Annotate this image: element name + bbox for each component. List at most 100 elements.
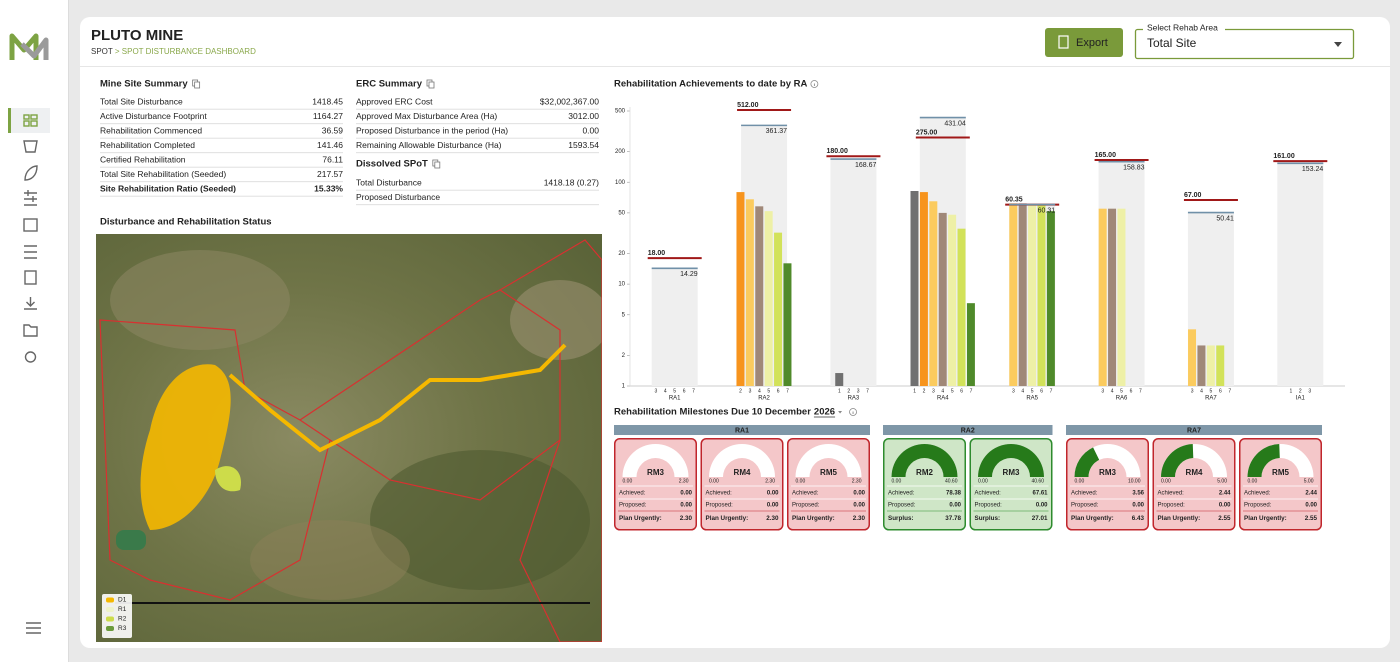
legend-label: D1	[118, 597, 127, 604]
bar	[1018, 203, 1027, 386]
map-haul-road	[228, 343, 567, 453]
menu-toggle[interactable]	[26, 622, 41, 634]
y-tick-label: 10	[618, 282, 625, 288]
select-value[interactable]: Total Site	[1147, 36, 1197, 50]
bar	[948, 214, 957, 386]
status-label: Plan Urgently:	[792, 515, 835, 522]
achieved-label: Achieved:	[888, 491, 915, 497]
export-icon	[1058, 35, 1069, 49]
bar	[736, 192, 745, 386]
bar	[745, 199, 754, 386]
bar	[910, 191, 919, 386]
nav-table[interactable]	[23, 218, 38, 232]
info-icon	[849, 408, 857, 416]
status-label: Plan Urgently:	[1244, 515, 1287, 522]
group-label: RA2	[758, 396, 770, 402]
bar	[783, 263, 792, 386]
target-label: 165.00	[1095, 152, 1117, 159]
breadcrumb-root[interactable]: SPOT	[91, 47, 113, 56]
row-label: Active Disturbance Footprint	[100, 111, 207, 121]
year-caret	[838, 411, 843, 414]
bar-category: 4	[1021, 388, 1024, 394]
group-label: RA7	[1205, 396, 1217, 402]
row-label: Remaining Allowable Disturbance (Ha)	[356, 140, 502, 150]
legend-swatch	[106, 616, 114, 622]
achieved-label: Achieved:	[1158, 491, 1185, 497]
bar	[774, 232, 783, 386]
map-field	[510, 280, 602, 360]
row-label: Approved ERC Cost	[356, 96, 433, 106]
gauge-fill	[891, 444, 958, 477]
export-bg[interactable]	[1045, 28, 1123, 57]
bar	[1188, 329, 1197, 386]
group-header	[883, 425, 1053, 435]
gauge-fill	[1161, 444, 1194, 477]
row-value: 1593.54	[568, 140, 599, 150]
nav-rehab[interactable]	[24, 165, 38, 181]
status-label: Surplus:	[975, 515, 1001, 522]
select-box[interactable]	[1134, 28, 1355, 60]
bar-category: 2	[923, 388, 926, 394]
bar-category: 3	[1308, 388, 1311, 394]
legend-label: R2	[118, 616, 127, 623]
nav-analysis[interactable]	[24, 190, 37, 206]
nav-report[interactable]	[24, 270, 37, 285]
bar-category: 6	[683, 388, 686, 394]
bar-category: 4	[1200, 388, 1203, 394]
map-water	[116, 530, 146, 550]
bar	[929, 201, 938, 386]
row-value: 76.11	[322, 154, 343, 164]
status-value: 37.78	[945, 515, 961, 522]
content: Mine Site Summary Total Site Disturbance 1…	[100, 79, 1345, 632]
current-label: 361.37	[766, 128, 788, 135]
proposed-label: Proposed:	[1158, 503, 1186, 509]
row-label: Certified Rehabilitation	[100, 154, 186, 164]
proposed-value: 0.00	[949, 503, 961, 509]
achieved-label: Achieved:	[1071, 491, 1098, 497]
status-label: Plan Urgently:	[1158, 515, 1201, 522]
export-button[interactable]: Export	[1045, 28, 1123, 57]
year-select[interactable]: 2026	[814, 407, 835, 418]
group-header	[614, 425, 870, 435]
current-label: 168.67	[855, 162, 877, 169]
group-label: RA1	[669, 396, 681, 402]
row-value: 15.33%	[314, 183, 343, 193]
nav-dashboard[interactable]	[23, 114, 38, 127]
rehab-select[interactable]: Select Rehab Area Total Site	[1134, 22, 1355, 60]
legend-label: R1	[118, 606, 127, 613]
section-title: Disturbance and Rehabilitation Status	[100, 217, 272, 228]
current-bg-bar	[1277, 163, 1324, 386]
proposed-label: Proposed:	[792, 503, 820, 509]
bar	[1206, 345, 1215, 386]
target-label: 180.00	[826, 148, 848, 155]
bar	[764, 211, 773, 386]
proposed-value: 0.00	[1305, 503, 1317, 509]
bar-category: 7	[1228, 388, 1231, 394]
bar-category: 7	[786, 388, 789, 394]
breadcrumb-sep: >	[113, 47, 122, 56]
gauge-min: 0.00	[1248, 478, 1258, 484]
gauge-name: RM2	[916, 468, 933, 477]
bar-category: 4	[941, 388, 944, 394]
copy-icon	[428, 81, 435, 89]
bar	[1108, 208, 1117, 386]
group-label: RA6	[1116, 396, 1128, 402]
target-label: 275.00	[916, 129, 938, 136]
gauge-name: RM3	[647, 468, 664, 477]
nav-folder[interactable]	[23, 324, 38, 337]
nav-settings-sliders[interactable]	[24, 245, 37, 259]
select-label-bg	[1143, 24, 1225, 32]
bar-category: 3	[1012, 388, 1015, 394]
row-value: 1418.45	[312, 96, 343, 106]
achieved-value: 3.56	[1132, 491, 1144, 497]
row-value: 1164.27	[313, 111, 343, 121]
nav-mine[interactable]	[23, 140, 38, 153]
nav-gear[interactable]	[24, 351, 37, 363]
current-label: 50.41	[1216, 215, 1234, 222]
export-label[interactable]: Export	[1076, 37, 1108, 49]
bar	[1197, 345, 1206, 386]
nav-download[interactable]	[24, 297, 37, 310]
select-label: Select Rehab Area	[1147, 22, 1218, 32]
y-tick-label: 100	[615, 180, 626, 186]
